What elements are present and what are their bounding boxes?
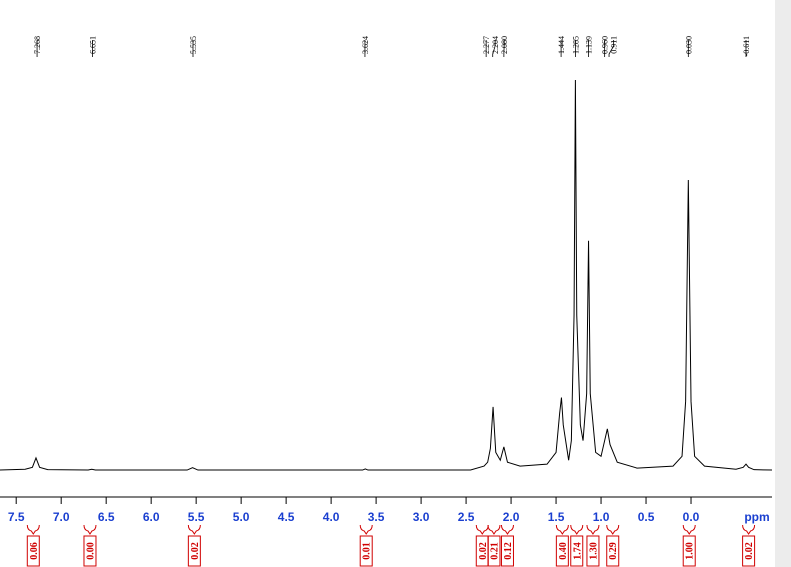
peak-label: 6.651	[89, 36, 98, 54]
integral-bracket	[359, 524, 373, 535]
scrollbar	[775, 0, 791, 567]
integral-box	[570, 535, 584, 567]
integral-box	[500, 535, 514, 567]
integral-bracket	[570, 524, 584, 535]
integral-box	[742, 535, 756, 567]
peak-label: 7.268	[33, 36, 42, 54]
peak-label: 3.624	[361, 36, 370, 54]
peak-label: 1.444	[557, 36, 566, 54]
x-tick-label: 4.5	[278, 510, 295, 524]
peak-label: 5.535	[189, 36, 198, 54]
peak-connector	[492, 40, 496, 57]
integral-label: 0.12	[503, 542, 514, 560]
integral-box	[26, 535, 40, 567]
x-tick-label: 5.5	[188, 510, 205, 524]
integral-label: 0.02	[190, 542, 201, 560]
integral-label: 0.01	[362, 542, 373, 560]
x-tick-label: 0.5	[638, 510, 655, 524]
integral-box	[586, 535, 600, 567]
x-tick-label: 0.0	[683, 510, 700, 524]
integral-label: 1.30	[588, 542, 599, 560]
integral-bracket	[555, 524, 569, 535]
integral-box	[187, 535, 201, 567]
x-tick-label: 7.5	[8, 510, 25, 524]
peak-label: 1.139	[585, 36, 594, 54]
integral-bracket	[606, 524, 620, 535]
x-tick-label: 3.5	[368, 510, 385, 524]
x-tick-label: 3.0	[413, 510, 430, 524]
integral-bracket	[586, 524, 600, 535]
integral-label: 0.02	[744, 542, 755, 560]
peak-label: 2.080	[500, 36, 509, 54]
x-tick-label: 1.0	[593, 510, 610, 524]
integral-bracket	[500, 524, 514, 535]
x-tick-label: 1.5	[548, 510, 565, 524]
integral-label: 0.00	[85, 542, 96, 560]
integral-label: 0.40	[558, 542, 569, 560]
integral-box	[487, 535, 501, 567]
integral-label: 0.29	[608, 542, 619, 560]
integral-box	[555, 535, 569, 567]
integral-box	[83, 535, 97, 567]
x-axis-label: ppm	[744, 510, 769, 524]
integral-bracket	[83, 524, 97, 535]
peak-label: 2.204	[491, 36, 500, 54]
x-tick-label: 2.0	[503, 510, 520, 524]
peak-label: 1.285	[571, 36, 580, 54]
integral-bracket	[475, 524, 489, 535]
integral-label: 0.02	[478, 542, 489, 560]
integral-label: 1.74	[572, 542, 583, 560]
integral-box	[682, 535, 696, 567]
x-tick-label: 2.5	[458, 510, 475, 524]
spectrum	[0, 79, 773, 471]
x-tick-label: 6.5	[98, 510, 115, 524]
integral-label: 1.00	[685, 542, 696, 560]
integral-bracket	[26, 524, 40, 535]
peak-label: 0.911	[610, 36, 619, 54]
peak-label: -0.611	[742, 36, 751, 56]
x-tick-label: 6.0	[143, 510, 160, 524]
peak-label: 2.277	[482, 36, 491, 54]
integral-bracket	[742, 524, 756, 535]
integral-label: 0.06	[29, 542, 40, 560]
integral-box	[606, 535, 620, 567]
integral-bracket	[487, 524, 501, 535]
integral-bracket	[187, 524, 201, 535]
peak-label: 0.960	[601, 36, 610, 54]
x-tick-label: 4.0	[323, 510, 340, 524]
x-tick-label: 5.0	[233, 510, 250, 524]
peak-connector	[608, 40, 615, 57]
integral-box	[359, 535, 373, 567]
integral-bracket	[682, 524, 696, 535]
x-tick-label: 7.0	[53, 510, 70, 524]
integral-label: 0.21	[489, 542, 500, 560]
peak-label: 0.030	[684, 36, 693, 54]
